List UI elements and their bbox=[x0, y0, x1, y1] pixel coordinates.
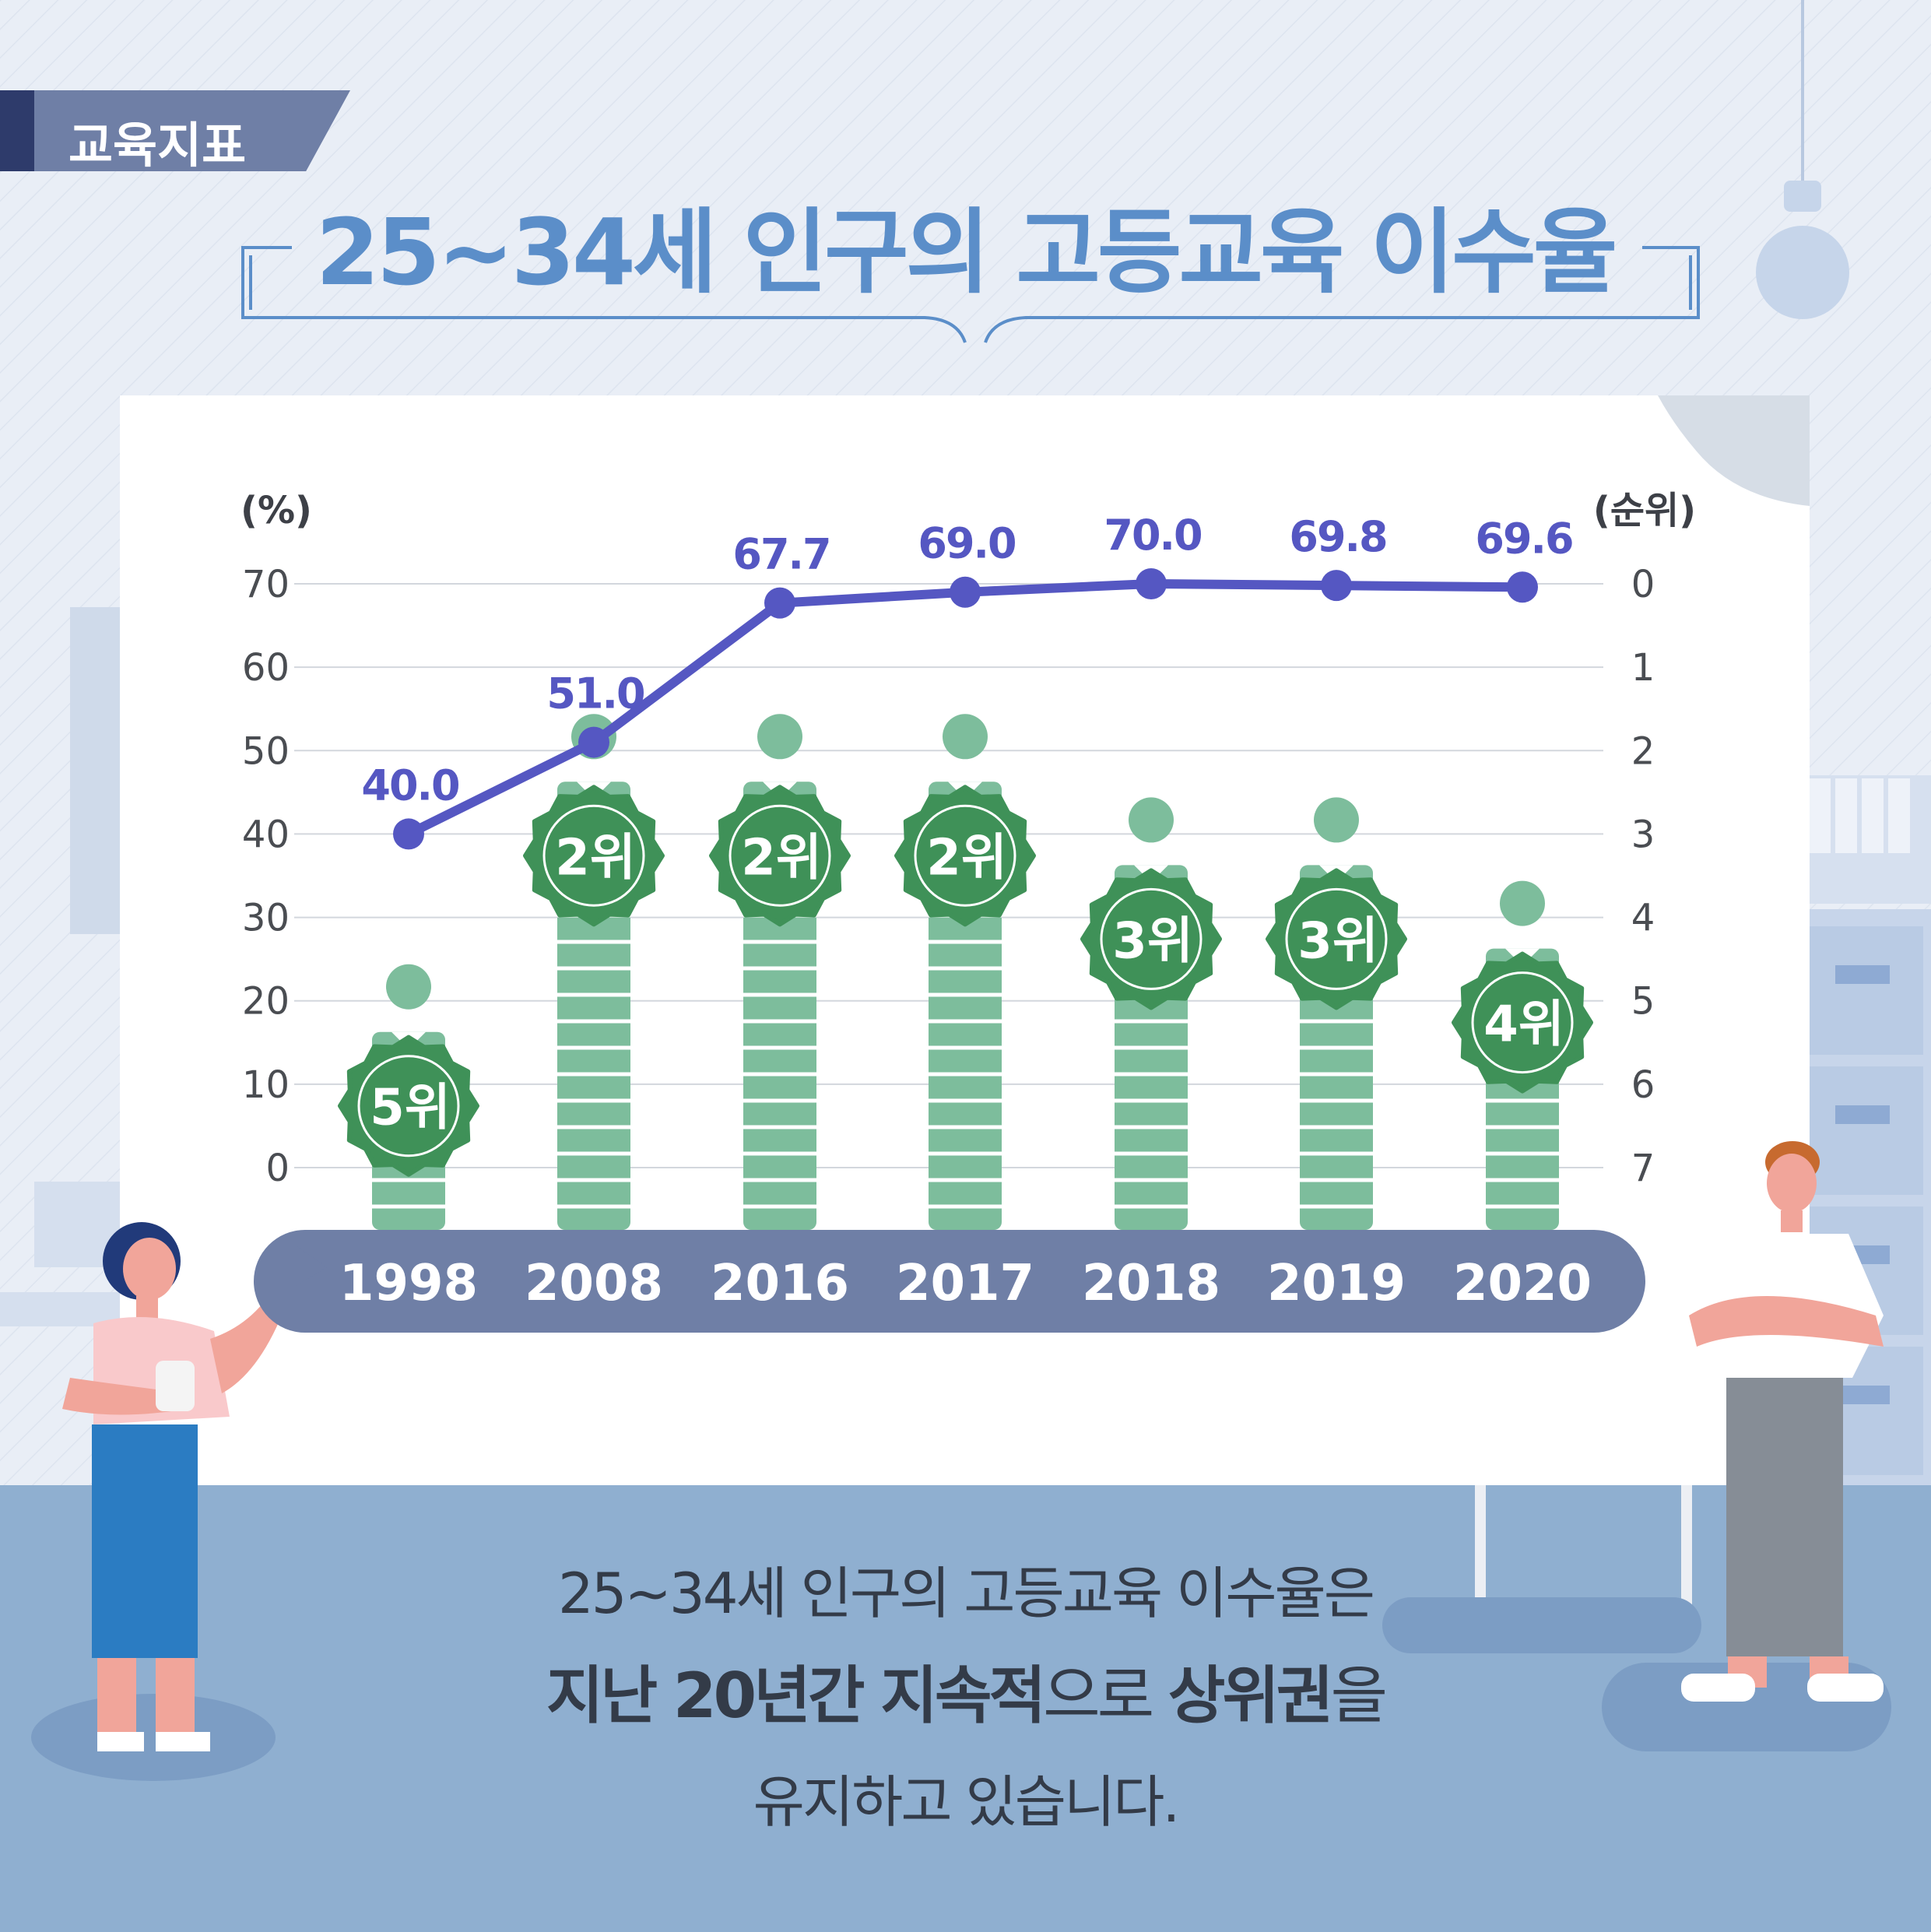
data-point bbox=[1507, 571, 1538, 603]
data-point bbox=[1321, 570, 1352, 602]
shadow-left bbox=[31, 1694, 276, 1781]
caption-line-3: 유지하고 있습니다. bbox=[753, 1769, 1181, 1835]
x-tick-label: 1998 bbox=[339, 1255, 478, 1312]
rank-label: 3위 bbox=[1112, 912, 1192, 970]
caption-line-1: 25~34세 인구의 고등교육 이수율은 bbox=[557, 1561, 1375, 1626]
rank-badge bbox=[1080, 868, 1222, 1010]
rank-label: 2위 bbox=[741, 829, 821, 887]
title-frame bbox=[241, 246, 1700, 343]
rank-badge-ring bbox=[542, 804, 645, 907]
caption-line-2: 지난 20년간 지속적으로 상위권을 bbox=[0, 1646, 1931, 1736]
caption-connector-1: 으로 bbox=[1043, 1660, 1168, 1732]
rank-figure-head bbox=[1314, 797, 1359, 843]
y-tick-label: 70 bbox=[242, 563, 290, 606]
data-point bbox=[950, 576, 981, 608]
x-tick-label: 2019 bbox=[1267, 1255, 1406, 1312]
rank-badge bbox=[709, 785, 851, 927]
y-tick-label: 30 bbox=[242, 897, 290, 940]
caption-emphasis-1: 지난 20년간 지속적 bbox=[546, 1660, 1046, 1732]
y-tick-label: 10 bbox=[242, 1063, 290, 1107]
window-frame bbox=[70, 607, 125, 934]
rank-label: 3위 bbox=[1297, 912, 1378, 970]
y2-tick-label: 6 bbox=[1631, 1063, 1655, 1107]
y2-tick-label: 0 bbox=[1631, 563, 1655, 606]
lamp-bulb-icon bbox=[1756, 226, 1849, 319]
x-tick-label: 2020 bbox=[1453, 1255, 1592, 1312]
x-tick-label: 2008 bbox=[525, 1255, 663, 1312]
rank-badge-ring bbox=[357, 1055, 460, 1157]
data-label: 40.0 bbox=[361, 761, 458, 810]
y2-tick-label: 2 bbox=[1631, 729, 1655, 773]
paper-curl bbox=[1658, 395, 1810, 506]
tag-label: 교육지표 bbox=[68, 117, 247, 174]
tag-background bbox=[34, 90, 350, 171]
rank-label: 2위 bbox=[926, 829, 1006, 887]
page-title: 25~34세 인구의 고등교육 이수율 bbox=[315, 198, 1618, 306]
x-tick-label: 2016 bbox=[711, 1255, 849, 1312]
rank-badge-ring bbox=[914, 804, 1016, 907]
y2-tick-label: 5 bbox=[1631, 980, 1655, 1024]
rank-badge bbox=[338, 1034, 479, 1177]
rank-label: 4위 bbox=[1483, 996, 1564, 1054]
y2-tick-label: 4 bbox=[1631, 897, 1655, 940]
caption-connector-2: 을 bbox=[1330, 1660, 1389, 1732]
data-point bbox=[393, 818, 424, 850]
y-tick-label: 40 bbox=[242, 813, 290, 856]
caption-emphasis-2: 상위권 bbox=[1167, 1660, 1334, 1732]
tag-accent bbox=[0, 90, 34, 171]
shadow-desk bbox=[1382, 1597, 1701, 1653]
x-tick-label: 2017 bbox=[896, 1255, 1034, 1312]
y-tick-label: 60 bbox=[242, 646, 290, 690]
y-tick-label: 50 bbox=[242, 729, 290, 773]
data-label: 69.0 bbox=[918, 519, 1015, 568]
rank-badge bbox=[523, 785, 665, 927]
rank-badge-ring bbox=[1100, 887, 1202, 990]
data-point bbox=[1136, 568, 1167, 599]
rank-figure-head bbox=[943, 714, 988, 760]
data-label: 51.0 bbox=[546, 669, 644, 718]
woman-figure bbox=[62, 1222, 307, 1751]
rank-badge bbox=[894, 785, 1036, 927]
rank-figure-head bbox=[1129, 797, 1174, 843]
rank-label: 2위 bbox=[555, 829, 635, 887]
rank-figure-head bbox=[757, 714, 802, 760]
data-label: 69.6 bbox=[1475, 514, 1572, 563]
x-tick-label: 2018 bbox=[1082, 1255, 1220, 1312]
data-label: 67.7 bbox=[732, 530, 830, 579]
rank-badge bbox=[1266, 868, 1407, 1010]
data-label: 70.0 bbox=[1104, 511, 1201, 560]
x-axis-band bbox=[254, 1230, 1645, 1333]
rank-badge bbox=[1452, 951, 1593, 1094]
data-label: 69.8 bbox=[1289, 512, 1386, 561]
rank-badge-ring bbox=[729, 804, 831, 907]
rank-badge-ring bbox=[1471, 971, 1574, 1074]
y-tick-label: 0 bbox=[265, 1147, 290, 1190]
man-figure bbox=[1681, 1141, 1884, 1702]
data-point bbox=[578, 726, 609, 758]
rank-badge-ring bbox=[1285, 887, 1388, 990]
rank-figure-head bbox=[386, 964, 431, 1010]
band-pointer bbox=[296, 1245, 327, 1286]
y2-axis-label: (순위) bbox=[1593, 489, 1696, 532]
category-tag: 교육지표 bbox=[0, 90, 350, 174]
lamp-cap bbox=[1784, 181, 1821, 212]
y2-tick-label: 1 bbox=[1631, 646, 1655, 690]
y2-tick-label: 3 bbox=[1631, 813, 1655, 856]
data-point bbox=[764, 587, 795, 619]
y-axis-label: (%) bbox=[240, 489, 312, 532]
rank-figure-head bbox=[1500, 880, 1545, 926]
y-tick-label: 20 bbox=[242, 980, 290, 1024]
rank-label: 5위 bbox=[370, 1080, 450, 1137]
y2-tick-label: 7 bbox=[1631, 1147, 1655, 1190]
